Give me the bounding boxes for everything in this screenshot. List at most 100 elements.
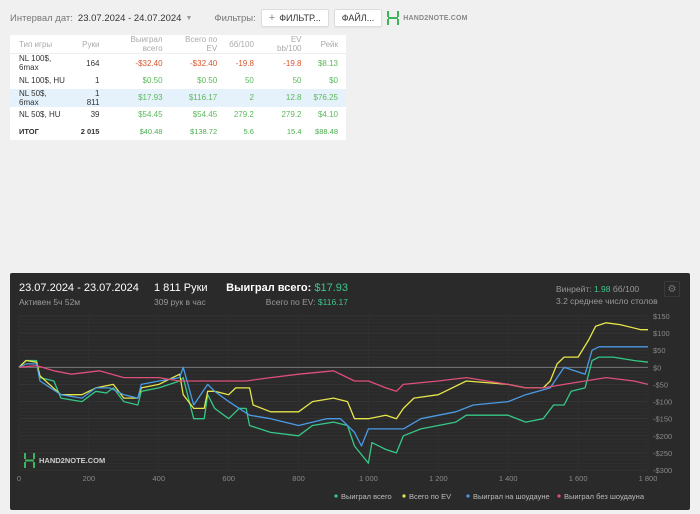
y-tick-label: $50 (653, 346, 666, 355)
table-cell: 39 (90, 110, 100, 120)
file-button[interactable]: ФАЙЛ... (333, 9, 383, 27)
table-total-row: ИТОГ 2 015 $40.48 $138.72 5.6 15.4 $88.48 (10, 123, 346, 140)
y-tick-label: -$200 (653, 432, 672, 441)
table-row[interactable]: NL 50$, 6max 1 811 $17.93 $116.17 2 12.8 $76.2… (10, 88, 346, 107)
hands-per-hour: 309 рук в час (154, 297, 206, 307)
column-header[interactable]: Тип игры (10, 35, 77, 54)
y-tick-label: $100 (653, 329, 670, 338)
table-cell: $4.10 (317, 110, 338, 120)
y-tick-label: -$150 (653, 415, 672, 424)
table-cell: NL 50$, HU (19, 110, 61, 120)
add-filter-button[interactable]: + ФИЛЬТР... (260, 9, 329, 27)
date-interval-label: Интервал дат: (10, 12, 73, 24)
table-header-row: Тип игры Руки Выиграл всего Всего по EV бб/1… (10, 35, 346, 54)
date-interval-picker[interactable]: 23.07.2024 - 24.07.2024 (77, 12, 182, 24)
legend-marker (402, 494, 406, 498)
table-cell: 1 811 (76, 88, 108, 107)
table-cell: $40.48 (139, 126, 163, 136)
chevron-down-icon[interactable]: ▼ (185, 14, 193, 22)
series-line-2 (18, 346, 648, 447)
winrate-unit: бб/100 (612, 284, 640, 294)
y-tick-label: -$300 (653, 466, 672, 475)
table-cell: 5.6 (243, 126, 254, 136)
session-date-range: 23.07.2024 - 23.07.2024 (19, 282, 139, 294)
x-tick-label: 1 800 (639, 474, 658, 483)
table-cell: NL 50$, 6max (10, 88, 77, 107)
x-tick-label: 1 200 (429, 474, 448, 483)
column-header[interactable]: EV bb/100 (261, 35, 310, 54)
table-cell: -19.8 (283, 58, 302, 68)
x-tick-label: 1 400 (499, 474, 518, 483)
table-cell: 50 (292, 75, 302, 85)
session-active-time: Активен 5ч 52м (19, 297, 81, 307)
logo-text: HAND2NOTE.COM (403, 14, 468, 22)
table-cell: 279.2 (281, 110, 302, 120)
x-tick-label: 800 (292, 474, 305, 483)
legend-item: Выиграл на шоудауне (473, 492, 550, 501)
y-tick-label: -$250 (653, 449, 672, 458)
x-tick-label: 600 (222, 474, 235, 483)
table-cell: NL 100$, 6max (19, 54, 52, 72)
series-line-3 (18, 364, 649, 392)
logo-icon (24, 453, 35, 468)
settings-gear-icon[interactable]: ⚙ (664, 281, 680, 297)
y-tick-label: -$100 (653, 398, 672, 407)
table-cell: NL 100$, HU (19, 75, 65, 85)
table-cell: 12.8 (261, 88, 310, 107)
table-cell: $138.72 (190, 126, 218, 136)
table-cell: 2 (225, 88, 262, 107)
column-header[interactable]: Рейк (309, 35, 346, 54)
table-cell: $88.48 (315, 126, 338, 136)
x-tick-label: 1 000 (359, 474, 378, 483)
legend-marker (466, 494, 470, 498)
won-total: Выиграл всего: $17.93 (226, 282, 348, 294)
legend-item: Всего по EV (409, 492, 451, 501)
table-cell: 164 (86, 58, 100, 68)
ev-total-value: $116.17 (317, 297, 348, 307)
plus-icon: + (268, 12, 276, 24)
winrate-label: Винрейт: (556, 284, 592, 294)
chart-watermark: HAND2NOTE.COM (24, 453, 105, 468)
table-cell: 1 (95, 75, 100, 85)
column-header[interactable]: Руки (76, 35, 108, 54)
series-line-1 (18, 322, 648, 420)
legend-item: Выиграл без шоудауна (564, 492, 645, 501)
table-row[interactable]: NL 100$, 6max 164 -$32.40 -$32.40 -19.8 -19.8… (10, 54, 346, 72)
file-label: ФАЙЛ... (341, 13, 375, 23)
avg-tables: 3.2 среднее число столов (556, 296, 658, 306)
column-header[interactable]: бб/100 (225, 35, 262, 54)
hand2note-logo: HAND2NOTE.COM (387, 11, 468, 25)
table-cell: ИТОГ (19, 126, 39, 136)
x-tick-label: 0 (17, 474, 21, 483)
y-tick-label: $150 (653, 312, 670, 321)
won-total-value: $17.93 (314, 282, 348, 294)
logo-icon (387, 11, 400, 25)
game-type-table: Тип игры Руки Выиграл всего Всего по EV бб/1… (10, 35, 346, 140)
legend-marker (334, 494, 338, 498)
column-header[interactable]: Выиграл всего (107, 35, 171, 54)
table-cell: 50 (244, 75, 254, 85)
table-cell: $0 (329, 75, 338, 85)
table-cell: 15.4 (286, 126, 302, 136)
x-tick-label: 400 (153, 474, 166, 483)
table-cell: $54.45 (192, 110, 218, 120)
column-header[interactable]: Всего по EV (170, 35, 226, 54)
table-cell: -19.8 (235, 58, 254, 68)
table-cell: $116.17 (170, 88, 226, 107)
table-cell: $0.50 (197, 75, 218, 85)
session-chart-panel: 23.07.2024 - 23.07.2024 Активен 5ч 52м 1… (10, 273, 690, 510)
table-row[interactable]: NL 100$, HU 1 $0.50 $0.50 50 50 $0 (10, 72, 346, 89)
legend-item: Выиграл всего (341, 492, 392, 501)
table-cell: -$32.40 (135, 58, 163, 68)
watermark-text: HAND2NOTE.COM (39, 456, 106, 465)
winrate: Винрейт: 1.98 бб/100 (556, 284, 639, 294)
table-cell: $76.25 (309, 88, 346, 107)
ev-total-label: Всего по EV: (265, 297, 316, 307)
series-line-0 (18, 356, 649, 464)
table-row[interactable]: NL 50$, HU 39 $54.45 $54.45 279.2 279.2 $4.10 (10, 107, 346, 124)
legend-marker (557, 494, 561, 498)
session-hands: 1 811 Руки (154, 282, 208, 294)
table-cell: $17.93 (107, 88, 171, 107)
y-tick-label: $0 (653, 363, 661, 372)
top-bar: Интервал дат: 23.07.2024 - 24.07.2024 ▼ … (10, 8, 468, 28)
